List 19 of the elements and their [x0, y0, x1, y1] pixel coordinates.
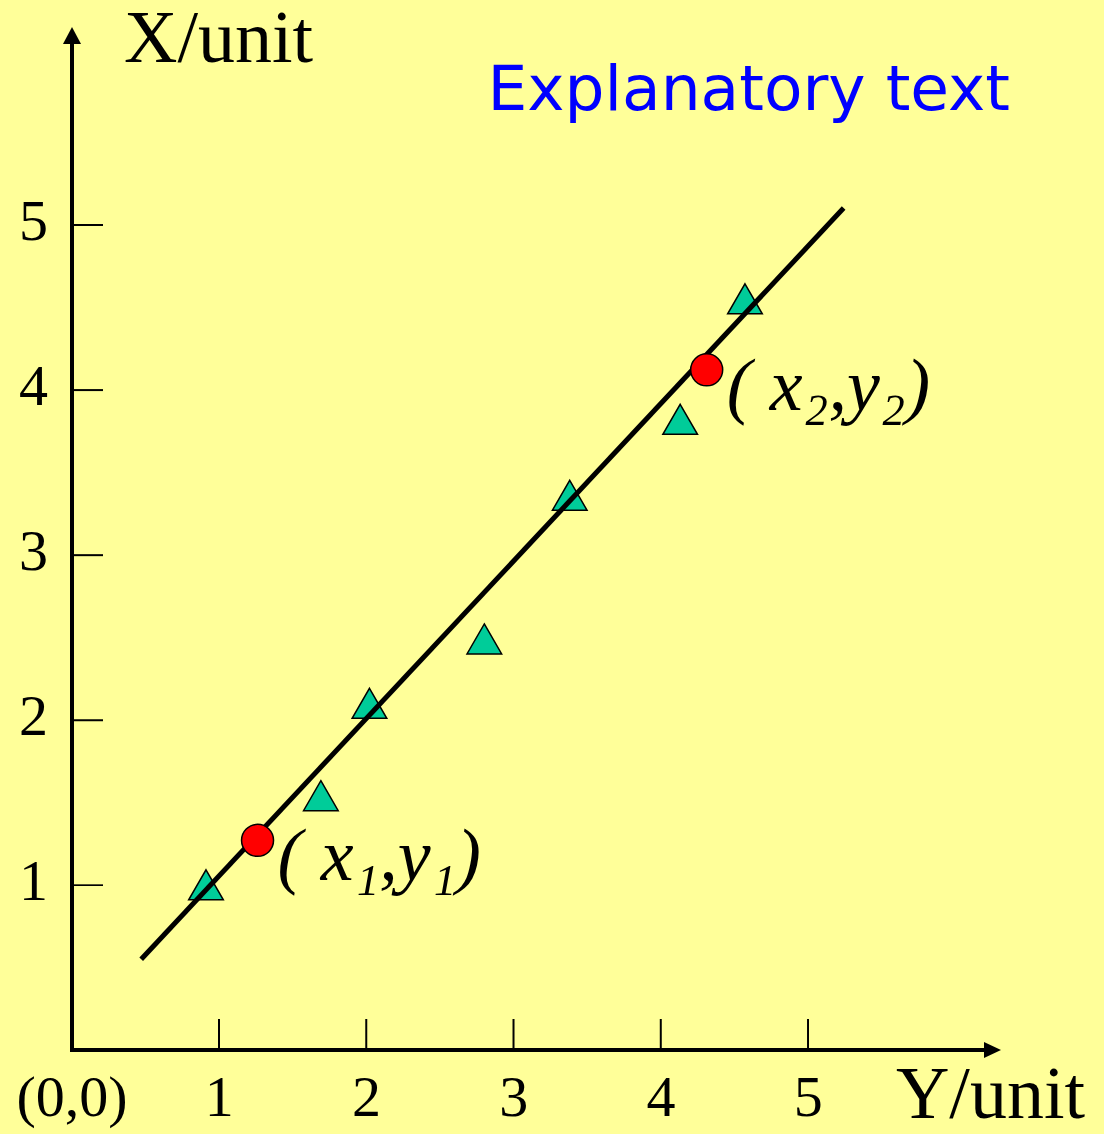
point [466, 623, 503, 655]
y-axis-title: X/unit [124, 0, 314, 78]
annotation: ( x₁,y₁) [277, 814, 481, 897]
annotation: Explanatory text [487, 52, 1010, 125]
point [302, 779, 339, 812]
y-tick-label: 2 [19, 683, 48, 749]
x-tick-label: 5 [793, 1064, 823, 1130]
y-tick-label: 5 [19, 187, 48, 253]
point [662, 403, 699, 436]
x-axis-title: Y/unit [895, 1052, 1086, 1134]
y-tick-label: 1 [19, 848, 48, 914]
x-tick-label: 2 [352, 1064, 382, 1130]
x-tick-label: 3 [499, 1064, 529, 1130]
annotation: ( x₂,y₂) [726, 343, 931, 426]
x-tick-label: 1 [204, 1064, 234, 1130]
y-tick-label: 3 [19, 517, 48, 583]
x-tick-label: (0,0) [16, 1064, 128, 1130]
x-tick-label: 4 [646, 1064, 676, 1130]
y-tick-label: 4 [19, 352, 48, 418]
